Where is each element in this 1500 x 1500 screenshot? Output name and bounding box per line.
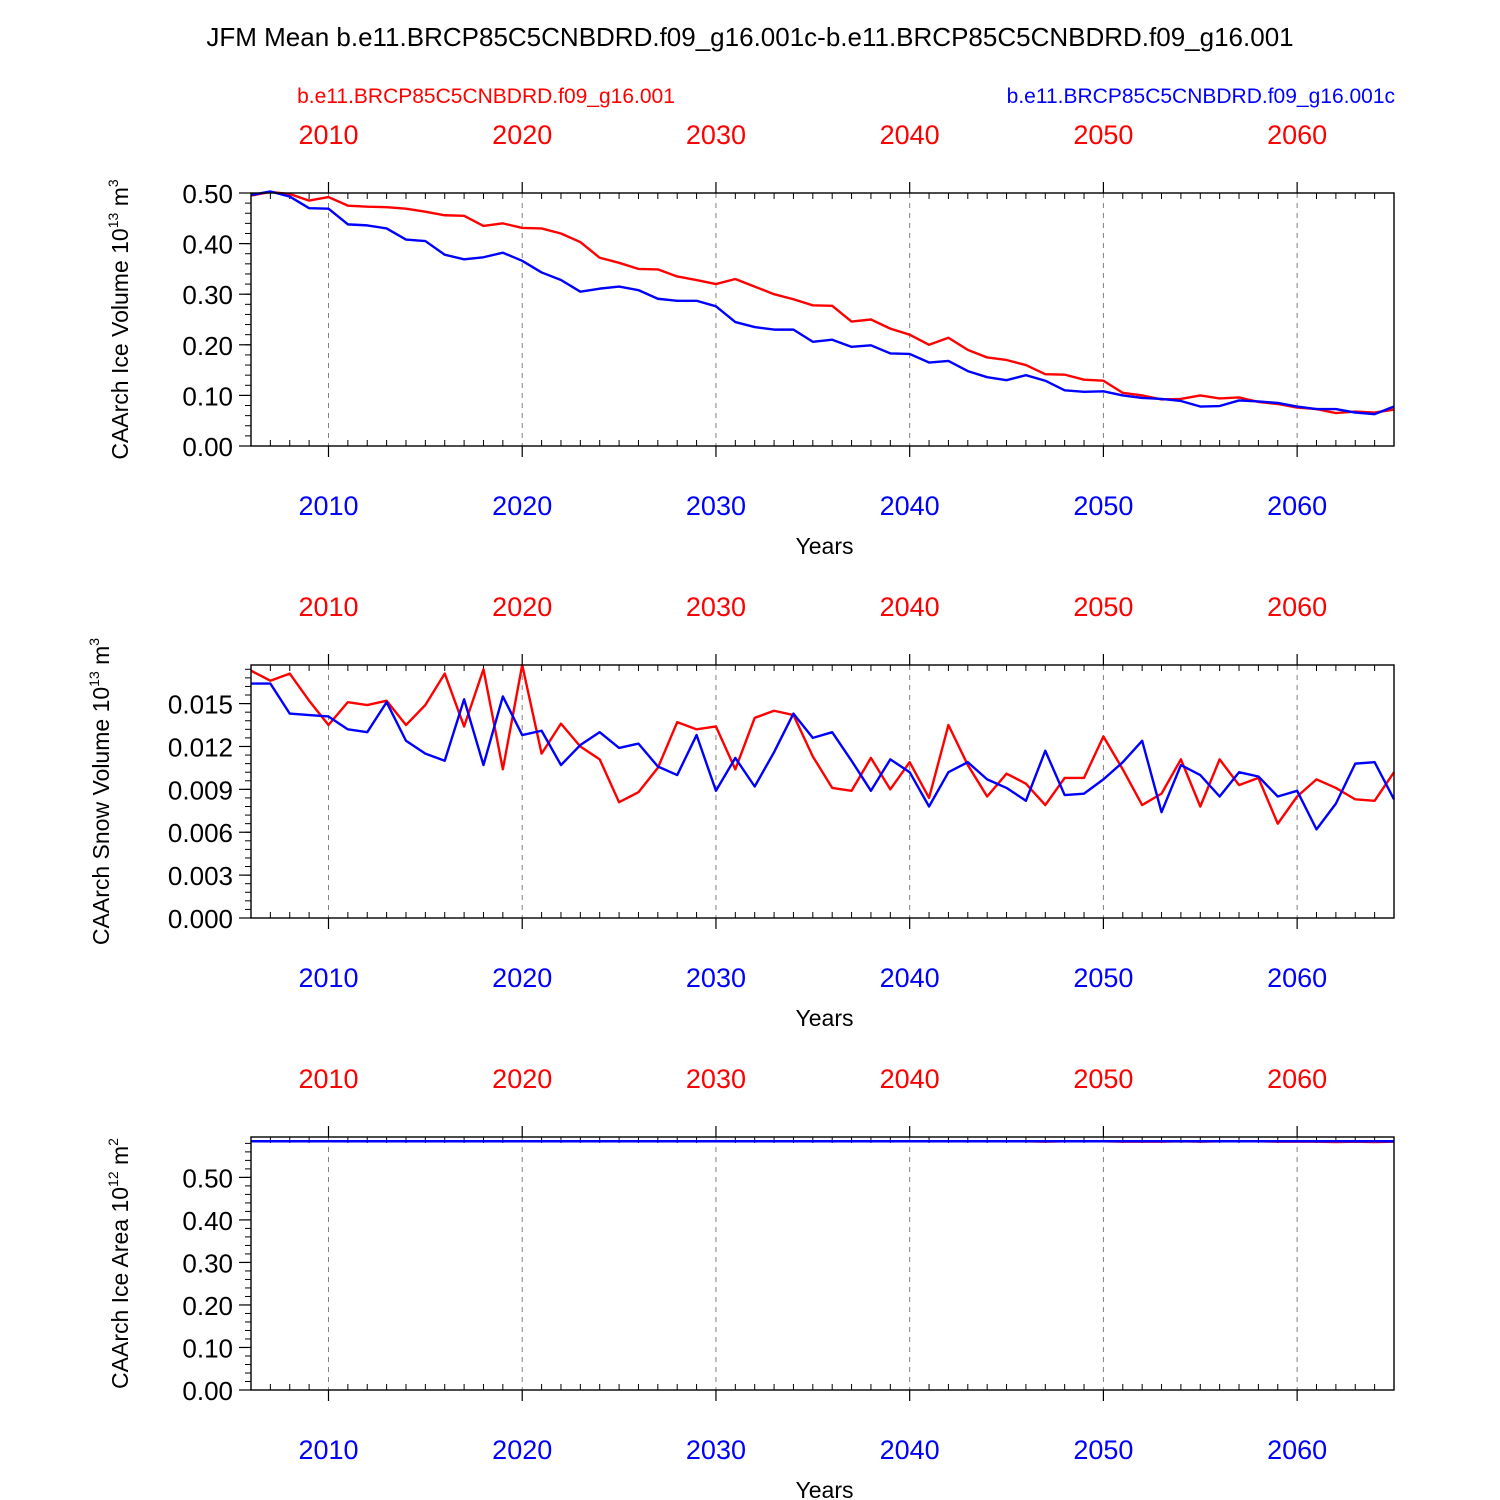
x-tick-label-bottom: 2010 bbox=[298, 963, 358, 993]
x-tick-label-bottom: 2010 bbox=[298, 1435, 358, 1465]
y-axis-label-unit: m bbox=[88, 646, 114, 672]
x-tick-label-bottom: 2030 bbox=[686, 491, 746, 521]
x-tick-label-top: 2040 bbox=[880, 1064, 940, 1094]
x-tick-label-top: 2010 bbox=[298, 120, 358, 150]
y-tick-label: 0.10 bbox=[182, 381, 233, 411]
x-tick-label-bottom: 2060 bbox=[1267, 491, 1327, 521]
series-line-red bbox=[250, 190, 1395, 415]
y-tick-label: 0.012 bbox=[168, 732, 233, 762]
x-tick-label-bottom: 2050 bbox=[1073, 1435, 1133, 1465]
x-tick-label-bottom: 2040 bbox=[880, 963, 940, 993]
x-tick-label-bottom: 2020 bbox=[492, 1435, 552, 1465]
series-line-red bbox=[250, 663, 1395, 825]
y-axis-label-exp: 12 bbox=[105, 1171, 121, 1187]
plot-frame bbox=[250, 192, 1395, 447]
x-tick-label-top: 2060 bbox=[1267, 592, 1327, 622]
x-tick-label-top: 2010 bbox=[298, 592, 358, 622]
y-tick-label: 0.10 bbox=[182, 1333, 233, 1363]
legend-right-label: b.e11.BRCP85C5CNBDRD.f09_g16.001c bbox=[1007, 85, 1395, 108]
x-tick-label-bottom: 2050 bbox=[1073, 491, 1133, 521]
x-tick-label-bottom: 2050 bbox=[1073, 963, 1133, 993]
x-tick-label-bottom: 2060 bbox=[1267, 1435, 1327, 1465]
x-tick-label-top: 2050 bbox=[1073, 592, 1133, 622]
chart-title: JFM Mean b.e11.BRCP85C5CNBDRD.f09_g16.00… bbox=[206, 22, 1293, 52]
series-line-blue bbox=[250, 190, 1395, 416]
x-tick-label-top: 2020 bbox=[492, 120, 552, 150]
x-tick-label-top: 2020 bbox=[492, 1064, 552, 1094]
x-axis-label: Years bbox=[796, 1477, 854, 1500]
x-tick-label-top: 2060 bbox=[1267, 120, 1327, 150]
y-tick-label: 0.015 bbox=[168, 690, 233, 720]
series-line-blue bbox=[251, 682, 1396, 831]
y-axis-label: CAArch Ice Area 1012 m2 bbox=[105, 1138, 133, 1389]
y-tick-label: 0.30 bbox=[182, 1248, 233, 1278]
x-tick-label-top: 2060 bbox=[1267, 1064, 1327, 1094]
x-tick-label-bottom: 2020 bbox=[492, 491, 552, 521]
y-axis-label-unit-exp: 2 bbox=[105, 1138, 121, 1146]
x-tick-label-top: 2010 bbox=[298, 1064, 358, 1094]
x-tick-label-bottom: 2040 bbox=[880, 491, 940, 521]
x-tick-label-bottom: 2030 bbox=[686, 1435, 746, 1465]
y-axis-label-exp: 13 bbox=[86, 671, 102, 687]
x-tick-label-bottom: 2010 bbox=[298, 491, 358, 521]
y-tick-label: 0.50 bbox=[182, 1163, 233, 1193]
y-tick-label: 0.00 bbox=[182, 432, 233, 462]
x-tick-label-top: 2040 bbox=[880, 592, 940, 622]
chart-panel-1: 0.00 0.10 0.20 0.30 0.40 0.50 2010 2010 2020 2020… bbox=[105, 120, 1395, 559]
x-tick-label-top: 2020 bbox=[492, 592, 552, 622]
x-tick-label-bottom: 2030 bbox=[686, 963, 746, 993]
y-axis-label-unit: m bbox=[107, 187, 133, 213]
y-tick-label: 0.20 bbox=[182, 331, 233, 361]
y-tick-label: 0.50 bbox=[182, 179, 233, 209]
y-axis-label-main: CAArch Ice Area 10 bbox=[107, 1187, 133, 1389]
y-tick-label: 0.003 bbox=[168, 861, 233, 891]
y-axis-label-unit-exp: 3 bbox=[86, 638, 102, 646]
x-tick-label-top: 2030 bbox=[686, 1064, 746, 1094]
x-tick-label-bottom: 2060 bbox=[1267, 963, 1327, 993]
y-tick-label: 0.30 bbox=[182, 280, 233, 310]
x-tick-label-top: 2030 bbox=[686, 592, 746, 622]
x-tick-label-top: 2050 bbox=[1073, 120, 1133, 150]
x-tick-label-top: 2030 bbox=[686, 120, 746, 150]
y-tick-label: 0.006 bbox=[168, 818, 233, 848]
y-tick-label: 0.000 bbox=[168, 904, 233, 934]
plot-frame bbox=[250, 1136, 1395, 1391]
x-tick-label-bottom: 2020 bbox=[492, 963, 552, 993]
y-tick-label: 0.009 bbox=[168, 775, 233, 805]
x-axis-label: Years bbox=[796, 533, 854, 559]
y-axis-label-main: CAArch Ice Volume 10 bbox=[107, 228, 133, 459]
chart-panel-2: 0.000 0.003 0.006 0.009 0.012 0.015 2010 2010 20… bbox=[86, 592, 1396, 1031]
y-axis-label-exp: 13 bbox=[105, 212, 121, 228]
x-axis-label: Years bbox=[796, 1005, 854, 1031]
y-axis-label: CAArch Snow Volume 1013 m3 bbox=[86, 638, 114, 945]
y-axis-label: CAArch Ice Volume 1013 m3 bbox=[105, 179, 133, 460]
y-tick-label: 0.00 bbox=[182, 1376, 233, 1406]
x-tick-label-bottom: 2040 bbox=[880, 1435, 940, 1465]
y-tick-label: 0.20 bbox=[182, 1291, 233, 1321]
y-axis-label-main: CAArch Snow Volume 10 bbox=[88, 687, 114, 945]
y-tick-label: 0.40 bbox=[182, 1206, 233, 1236]
x-tick-label-top: 2050 bbox=[1073, 1064, 1133, 1094]
x-tick-label-top: 2040 bbox=[880, 120, 940, 150]
y-axis-label-unit-exp: 3 bbox=[105, 179, 121, 187]
y-tick-label: 0.40 bbox=[182, 230, 233, 260]
y-axis-label-unit: m bbox=[107, 1146, 133, 1172]
chart-panel-3: 0.00 0.10 0.20 0.30 0.40 0.50 2010 2010 2020 2020… bbox=[105, 1064, 1395, 1500]
legend-left-label: b.e11.BRCP85C5CNBDRD.f09_g16.001 bbox=[297, 85, 675, 108]
plot-frame bbox=[250, 664, 1395, 919]
